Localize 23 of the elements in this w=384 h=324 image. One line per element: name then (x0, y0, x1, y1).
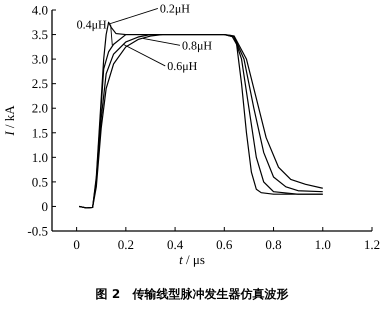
y-tick-label: 1.5 (32, 125, 48, 140)
series-label: 0.4μH (76, 18, 108, 32)
x-axis-title: t / μs (179, 252, 205, 267)
legend-label: 0.2μH (160, 1, 190, 16)
y-tick-label: 4.0 (32, 2, 48, 18)
x-tick-label: 1.2 (364, 237, 380, 252)
y-tick-label: 3.5 (32, 27, 48, 42)
x-tick-label: 0 (73, 237, 80, 252)
y-tick-label: 0.5 (32, 174, 48, 190)
x-tick-label: 0.6 (216, 237, 233, 252)
x-tick-label: 0.8 (265, 237, 282, 252)
y-tick-label: 3.0 (32, 52, 48, 67)
y-tick-label: 0 (42, 198, 48, 214)
x-tick-label: 0.2 (118, 237, 134, 252)
y-tick-label: -0.5 (27, 224, 48, 238)
caption: 图 2 传输线型脉冲发生器仿真波形 (96, 287, 288, 301)
legend-label: 0.8μH (182, 38, 212, 52)
y-tick-label: 2.5 (32, 76, 48, 92)
y-tick-label: 2.0 (32, 100, 48, 116)
y-axis-title: I / kA (2, 104, 17, 137)
x-tick-label: 0.4 (166, 237, 184, 252)
y-tick-label: 1.0 (32, 150, 48, 165)
x-tick-label: 1.0 (314, 237, 331, 252)
